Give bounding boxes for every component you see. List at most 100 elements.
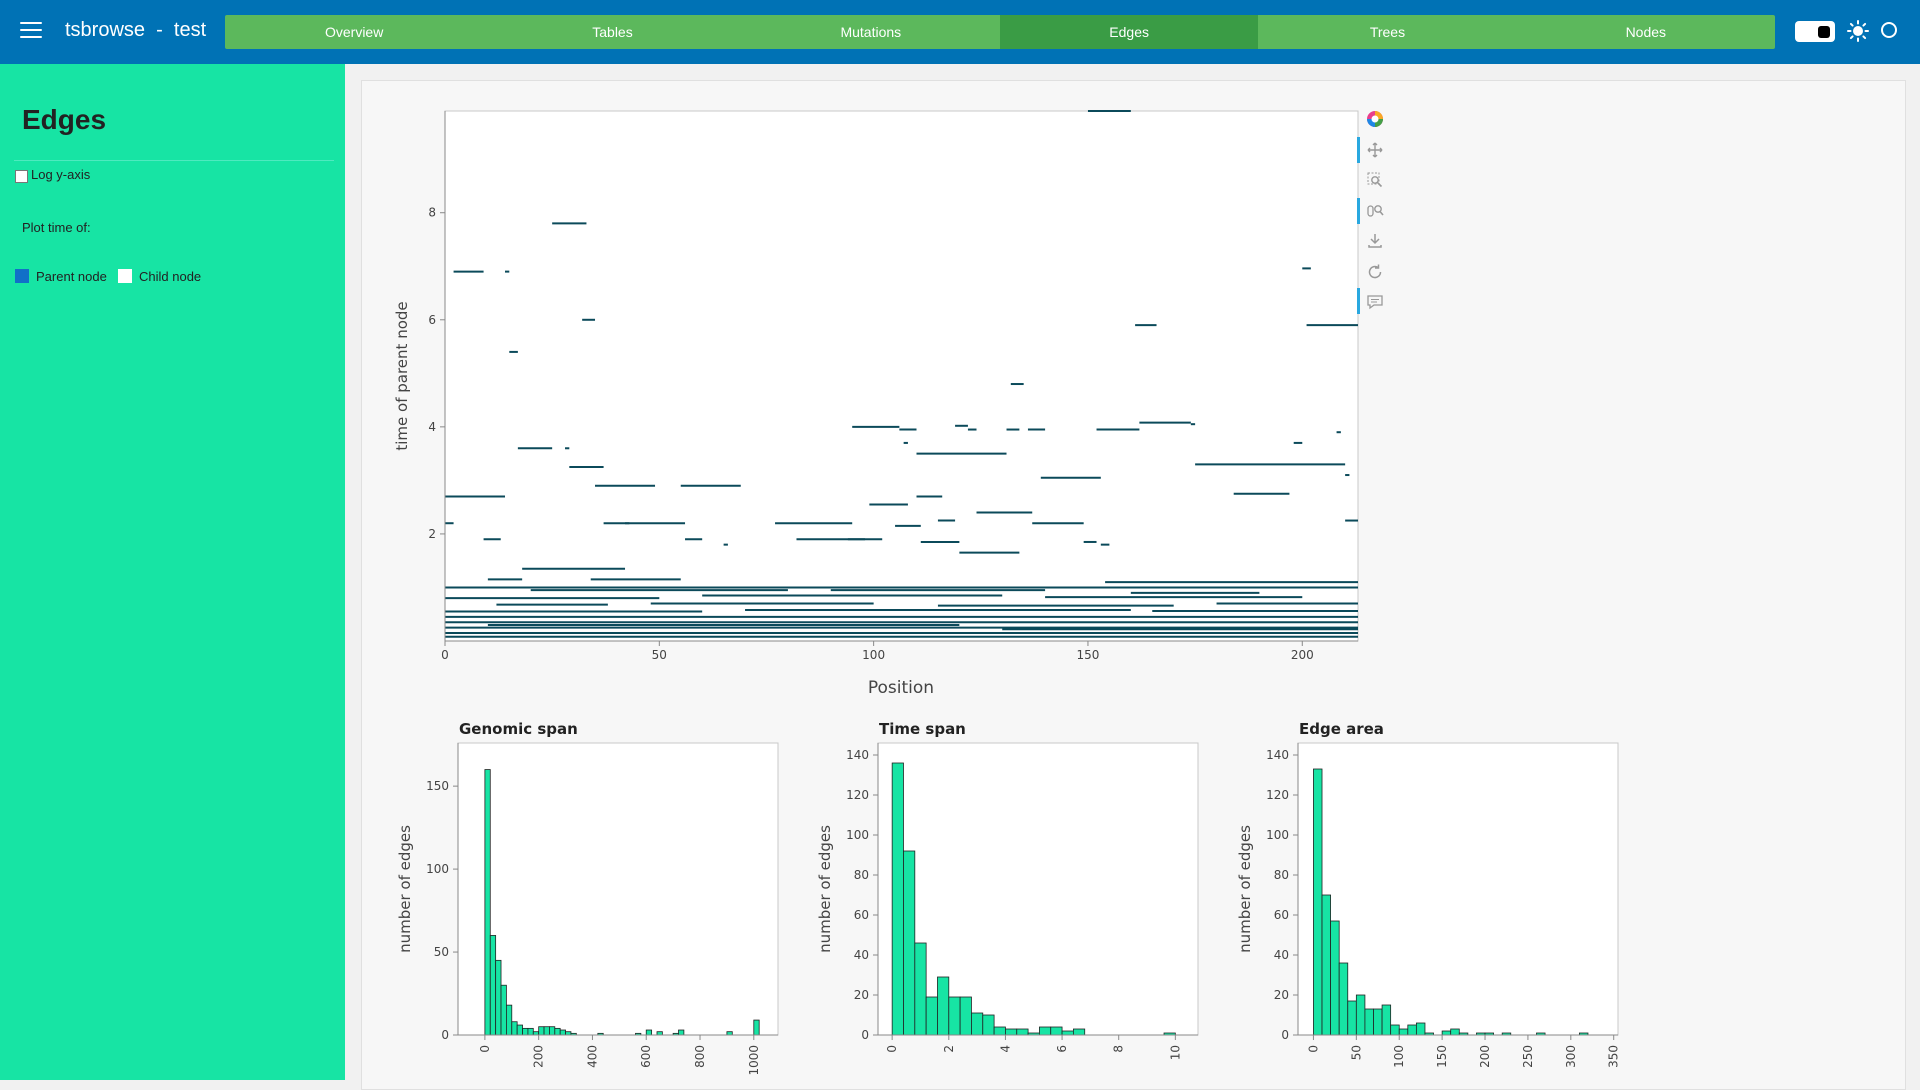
y-tick-label: 20 bbox=[854, 988, 869, 1002]
tab-trees[interactable]: Trees bbox=[1369, 24, 1406, 40]
x-tick-label: 1000 bbox=[747, 1045, 761, 1076]
histogram-bar bbox=[1072, 1028, 1086, 1036]
genomic-span-histogram[interactable]: Genomic span 0 200 400 600 800 1000050100150 … bbox=[393, 710, 793, 1080]
histogram-bar bbox=[1441, 1030, 1452, 1036]
histogram-bar bbox=[1347, 1000, 1357, 1036]
pan-icon[interactable] bbox=[1366, 141, 1384, 159]
histogram-bar bbox=[914, 942, 927, 1036]
parent-node-toggle[interactable] bbox=[15, 269, 29, 283]
histogram-bar bbox=[554, 1027, 561, 1036]
box-zoom-icon[interactable] bbox=[1366, 171, 1384, 189]
edges-plot[interactable]: 0 50 100 150 200 2 4 6 8 Position time of paren… bbox=[380, 95, 1380, 710]
child-node-label[interactable]: Child node bbox=[139, 269, 202, 284]
y-tick-label: 100 bbox=[1266, 828, 1289, 842]
child-node-toggle[interactable] bbox=[118, 269, 132, 283]
y-tick-label: 4 bbox=[428, 420, 436, 434]
histogram-bar bbox=[1355, 994, 1366, 1036]
edge-area-histogram[interactable]: Edge area 0 50 100 150 200 250 300 350 0 20 40 60 80… bbox=[1233, 710, 1633, 1080]
x-tick-label: 300 bbox=[1564, 1045, 1578, 1068]
genomic-span-ylabel: number of edges bbox=[396, 825, 414, 953]
x-tick-label: 0 bbox=[1306, 1045, 1320, 1053]
y-tick-label: 8 bbox=[428, 206, 436, 220]
x-tick-label: 150 bbox=[1077, 648, 1100, 662]
histogram-bar bbox=[678, 1029, 685, 1036]
edge-area-title: Edge area bbox=[1299, 720, 1384, 738]
time-span-title: Time span bbox=[879, 720, 966, 738]
histogram-bar bbox=[1338, 962, 1349, 1036]
edges-plot-area bbox=[444, 110, 1359, 642]
tab-edges[interactable]: Edges bbox=[999, 15, 1259, 49]
histogram-bar bbox=[993, 1026, 1006, 1036]
sidebar-title: Edges bbox=[22, 104, 107, 135]
hist3-plot-area bbox=[1297, 742, 1619, 1036]
menu-icon[interactable] bbox=[20, 22, 42, 40]
plot-toolbar bbox=[1357, 110, 1390, 320]
sidebar-divider bbox=[14, 160, 334, 161]
wheel-zoom-icon[interactable] bbox=[1366, 202, 1384, 220]
reset-icon[interactable] bbox=[1366, 263, 1384, 281]
x-tick-label: 6 bbox=[1055, 1045, 1069, 1053]
bokeh-logo-icon[interactable] bbox=[1366, 110, 1384, 128]
edge-area-ylabel: number of edges bbox=[1236, 825, 1254, 953]
histogram-bar bbox=[982, 1014, 995, 1036]
x-tick-label: 0 bbox=[885, 1045, 899, 1053]
y-tick-label: 6 bbox=[428, 313, 436, 327]
toggle-knob bbox=[1818, 26, 1830, 38]
y-tick-label: 140 bbox=[846, 748, 869, 762]
y-tick-label: 40 bbox=[854, 948, 869, 962]
y-tick-label: 0 bbox=[441, 1028, 449, 1042]
histogram-bar bbox=[948, 996, 961, 1036]
histogram-bar bbox=[527, 1027, 534, 1036]
x-tick-label: 2 bbox=[942, 1045, 956, 1053]
histogram-bar bbox=[1039, 1026, 1052, 1036]
y-tick-label: 20 bbox=[1274, 988, 1289, 1002]
tab-overview[interactable]: Overview bbox=[324, 24, 384, 40]
histogram-bar bbox=[1450, 1028, 1460, 1036]
histogram-bar bbox=[925, 996, 938, 1036]
y-tick-label: 80 bbox=[854, 868, 869, 882]
sun-icon[interactable] bbox=[1847, 20, 1869, 42]
x-tick-label: 400 bbox=[585, 1045, 599, 1068]
y-tick-label: 80 bbox=[1274, 868, 1289, 882]
histogram-bar bbox=[971, 1012, 984, 1036]
histogram-bar bbox=[511, 1021, 518, 1036]
x-tick-label: 200 bbox=[1291, 648, 1314, 662]
y-tick-label: 0 bbox=[861, 1028, 869, 1042]
save-icon[interactable] bbox=[1366, 232, 1384, 250]
hover-active-indicator bbox=[1357, 288, 1360, 314]
genomic-span-title: Genomic span bbox=[459, 720, 578, 738]
x-tick-label: 50 bbox=[1349, 1045, 1363, 1060]
tab-mutations[interactable]: Mutations bbox=[840, 24, 902, 40]
log-y-axis-checkbox[interactable] bbox=[15, 170, 28, 183]
theme-toggle[interactable] bbox=[1795, 21, 1835, 42]
y-tick-label: 120 bbox=[846, 788, 869, 802]
wheel-zoom-active-indicator bbox=[1357, 198, 1360, 224]
y-tick-label: 100 bbox=[426, 862, 449, 876]
x-tick-label: 150 bbox=[1435, 1045, 1449, 1068]
x-tick-label: 100 bbox=[862, 648, 885, 662]
histogram-bar bbox=[1330, 920, 1340, 1036]
histogram-bar bbox=[506, 1004, 513, 1036]
histogram-bar bbox=[937, 976, 950, 1036]
hist2-plot-area bbox=[877, 742, 1199, 1036]
histogram-bar bbox=[1016, 1028, 1029, 1036]
x-tick-label: 600 bbox=[639, 1045, 653, 1068]
tab-nodes[interactable]: Nodes bbox=[1625, 24, 1667, 40]
log-y-axis-label[interactable]: Log y-axis bbox=[31, 167, 91, 182]
histogram-bar bbox=[753, 1019, 760, 1036]
hover-icon[interactable] bbox=[1366, 293, 1384, 311]
histogram-bar bbox=[1321, 894, 1332, 1036]
histogram-bar bbox=[522, 1027, 529, 1036]
histogram-bar bbox=[1364, 1008, 1374, 1036]
histogram-bar bbox=[495, 959, 502, 1036]
y-tick-label: 2 bbox=[428, 527, 436, 541]
time-span-xlabel: time bbox=[1021, 1078, 1055, 1080]
circle-icon[interactable] bbox=[1881, 22, 1897, 38]
y-axis-label: time of parent node bbox=[393, 301, 411, 450]
time-span-ylabel: number of edges bbox=[816, 825, 834, 953]
histogram-bar bbox=[1373, 1008, 1383, 1036]
histogram-bar bbox=[959, 996, 972, 1036]
tab-tables[interactable]: Tables bbox=[592, 24, 633, 40]
parent-node-label[interactable]: Parent node bbox=[36, 269, 107, 284]
